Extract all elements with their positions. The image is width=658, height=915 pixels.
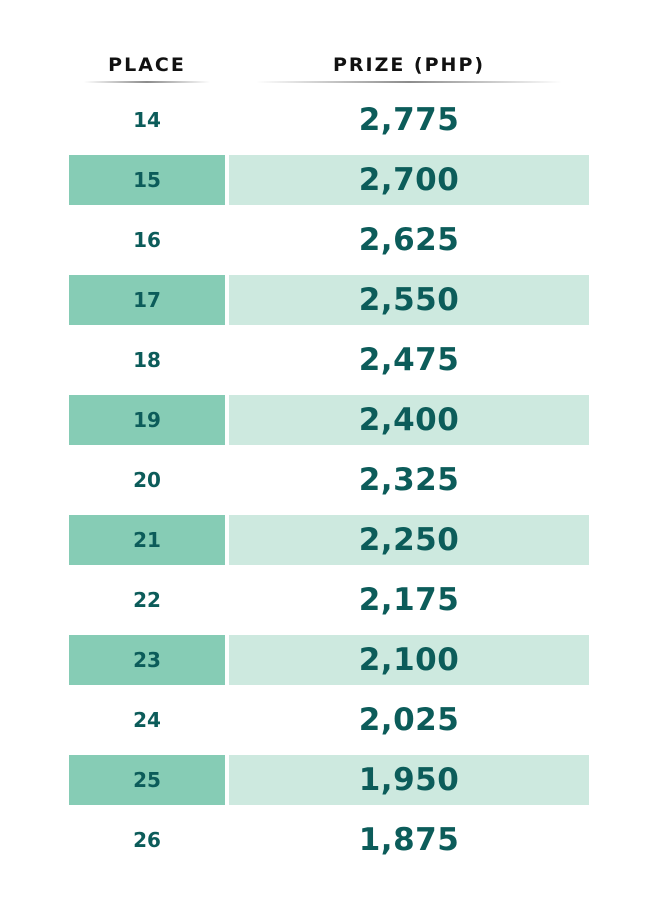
table-row: 21 2,250 — [0, 515, 658, 575]
place-cell: 26 — [133, 828, 161, 852]
prize-cell: 2,100 — [229, 635, 589, 685]
place-cell: 19 — [69, 395, 225, 445]
table-row: 18 2,475 — [0, 335, 658, 395]
prize-cell: 2,400 — [229, 395, 589, 445]
prize-cell: 2,250 — [229, 515, 589, 565]
table-row: 20 2,325 — [0, 455, 658, 515]
table-row: 22 2,175 — [0, 575, 658, 635]
prize-cell: 2,025 — [358, 702, 460, 738]
prize-cell: 2,625 — [358, 222, 460, 258]
place-column-header: PLACE — [108, 54, 186, 76]
place-cell: 18 — [133, 348, 161, 372]
prize-header-divider — [256, 81, 562, 83]
prize-column-header: PRIZE (PHP) — [332, 54, 486, 76]
place-header-divider — [84, 81, 210, 83]
prize-cell: 2,475 — [358, 342, 460, 378]
prize-cell: 1,950 — [229, 755, 589, 805]
place-cell: 25 — [69, 755, 225, 805]
table-row: 16 2,625 — [0, 215, 658, 275]
prize-cell: 2,175 — [358, 582, 460, 618]
table-row: 19 2,400 — [0, 395, 658, 455]
table-row: 15 2,700 — [0, 155, 658, 215]
prize-cell: 2,775 — [358, 102, 460, 138]
prize-cell: 2,700 — [229, 155, 589, 205]
place-cell: 17 — [69, 275, 225, 325]
place-cell: 23 — [69, 635, 225, 685]
prize-table: 14 2,775 15 2,700 16 2,625 17 2,550 18 2… — [0, 95, 658, 875]
table-row: 25 1,950 — [0, 755, 658, 815]
table-row: 24 2,025 — [0, 695, 658, 755]
place-cell: 24 — [133, 708, 161, 732]
table-row: 14 2,775 — [0, 95, 658, 155]
prize-cell: 2,325 — [358, 462, 460, 498]
prize-cell: 2,550 — [229, 275, 589, 325]
place-cell: 22 — [133, 588, 161, 612]
table-row: 23 2,100 — [0, 635, 658, 695]
place-cell: 15 — [69, 155, 225, 205]
prize-cell: 1,875 — [358, 822, 460, 858]
table-row: 17 2,550 — [0, 275, 658, 335]
place-cell: 21 — [69, 515, 225, 565]
table-row: 26 1,875 — [0, 815, 658, 875]
place-cell: 16 — [133, 228, 161, 252]
table-header: PLACE PRIZE (PHP) — [0, 52, 658, 88]
place-cell: 20 — [133, 468, 161, 492]
place-cell: 14 — [133, 108, 161, 132]
